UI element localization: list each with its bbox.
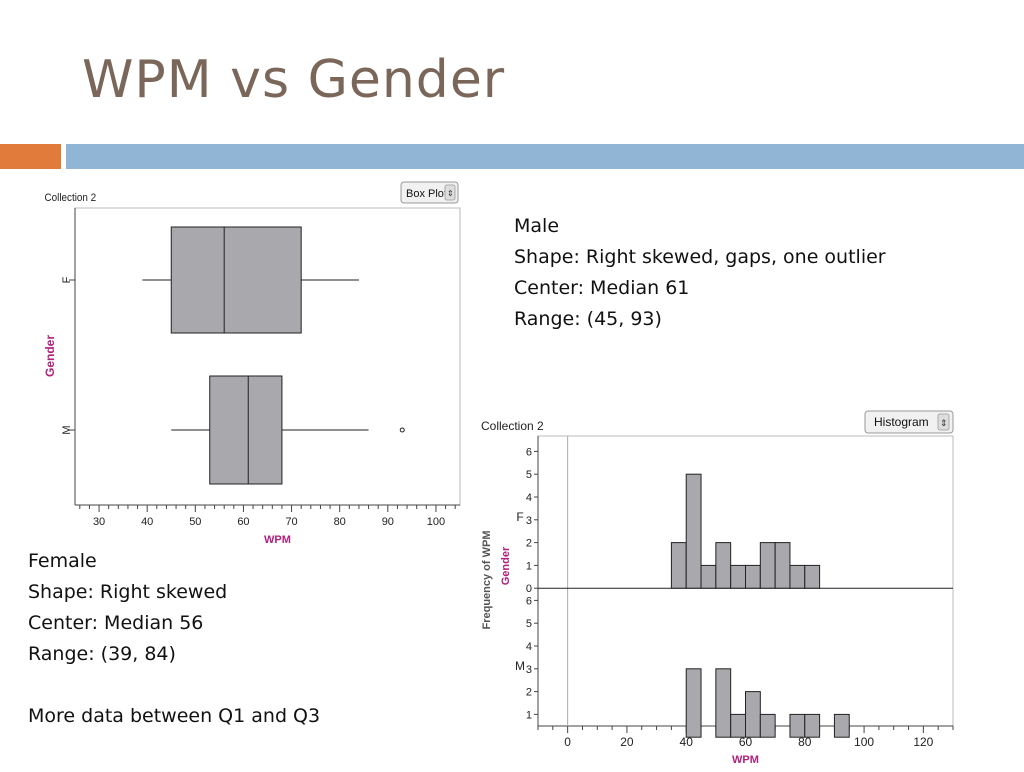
histogram-selector-label: Histogram: [874, 415, 929, 429]
hist-panel-label-F: F: [516, 510, 523, 524]
female-shape: Shape: Right skewed: [28, 581, 228, 603]
hist-y-tick-label: 1: [526, 709, 532, 721]
hist-y-tick-label: 2: [526, 538, 532, 550]
box-x-tick-label: 70: [285, 516, 297, 528]
hist-y-tick-label: 3: [526, 664, 532, 676]
hist-bar-F: [700, 564, 717, 589]
hist-x-tick-label: 100: [854, 735, 874, 749]
hist-x-tick-label: 120: [913, 735, 933, 749]
hist-bar-F: [685, 473, 702, 589]
box-collection-label: Collection 2: [45, 193, 97, 205]
box-x-tick-label: 50: [189, 516, 201, 528]
hist-y-tick-label: 3: [526, 515, 532, 527]
female-summary: Female Shape: Right skewed Center: Media…: [28, 546, 320, 732]
box-plot-selector[interactable]: Box Plot ⇕: [400, 181, 459, 204]
hist-bar-M: [715, 668, 732, 738]
box-plot-selector-label: Box Plot: [406, 188, 447, 200]
female-heading: Female: [28, 550, 97, 572]
hist-y-tick-label: 4: [526, 641, 532, 653]
hist-bar-F: [730, 564, 747, 589]
hist-bar-F: [670, 542, 687, 589]
hist-y-tick-label: 0: [526, 583, 532, 595]
chevron-updown-icon: ⇕: [447, 189, 454, 198]
hist-y-axis-label: Frequency of WPM: [481, 530, 493, 629]
hist-bar-M: [833, 713, 850, 738]
box-y-tick-label: M: [61, 425, 73, 434]
box-outlier-point: [399, 427, 405, 433]
hist-bar-F: [789, 564, 806, 589]
hist-y-tick-label: 2: [526, 687, 532, 699]
male-range: Range: (45, 93): [514, 308, 662, 330]
hist-y-tick-label: 4: [526, 492, 532, 504]
hist-y-tick-label: 1: [526, 560, 532, 572]
male-shape: Shape: Right skewed, gaps, one outlier: [514, 246, 886, 268]
female-center: Center: Median 56: [28, 612, 204, 634]
hist-x-tick-label: 20: [620, 735, 634, 749]
hist-bar-F: [715, 542, 732, 589]
hist-panel-label-M: M: [515, 659, 525, 673]
slide-title: WPM vs Gender: [82, 50, 506, 110]
chevron-updown-icon: ⇕: [940, 418, 948, 428]
box-x-axis-label: WPM: [264, 534, 291, 546]
hist-bar-M: [789, 713, 806, 738]
histogram-selector[interactable]: Histogram ⇕: [864, 410, 954, 434]
hist-bar-F: [804, 564, 821, 589]
hist-x-tick-label: 80: [798, 735, 812, 749]
hist-bar-M: [745, 691, 761, 738]
accent-bar-orange: [0, 144, 61, 169]
histogram-panel: Collection 2 Histogram ⇕ 0 20 40 60 80 100 120…: [478, 408, 956, 768]
hist-y-tick-label: 5: [526, 618, 532, 630]
box-x-tick-label: 40: [141, 516, 153, 528]
hist-bar-M: [804, 713, 821, 738]
hist-y-tick-label: 6: [526, 446, 532, 458]
hist-bar-M: [685, 668, 702, 738]
male-heading: Male: [514, 215, 560, 237]
hist-x-tick-label: 60: [739, 735, 753, 749]
hist-bar-F: [759, 542, 776, 589]
box-x-tick-label: 30: [93, 516, 105, 528]
hist-x-tick-label: 40: [680, 735, 694, 749]
hist-collection-label: Collection 2: [481, 419, 544, 433]
box-plot-panel: Collection 2 Box Plot ⇕ 30 40 50 60 70 80 90 10…: [40, 180, 463, 546]
hist-y-tick-label: 6: [526, 595, 532, 607]
accent-bar-blue: [66, 144, 1024, 169]
box-y-tick-label: F: [61, 276, 73, 283]
hist-bar-M: [759, 713, 776, 738]
male-center: Center: Median 61: [514, 277, 690, 299]
box-plot-chart: Collection 2 Box Plot ⇕ 30 40 50 60 70 80 90 10…: [43, 181, 461, 546]
box-x-tick-label: 90: [382, 516, 394, 528]
hist-x-axis-label: WPM: [732, 754, 759, 766]
female-note: More data between Q1 and Q3: [28, 705, 321, 727]
histogram-chart: Collection 2 Histogram ⇕ 0 20 40 60 80 100 120…: [481, 410, 954, 766]
hist-bar-M: [730, 713, 747, 738]
box-x-tick-label: 80: [334, 516, 346, 528]
box-iqr-M: [209, 375, 283, 485]
female-range: Range: (39, 84): [28, 643, 176, 665]
box-iqr-F: [170, 226, 302, 334]
box-x-tick-label: 100: [427, 516, 445, 528]
box-x-tick-label: 60: [237, 516, 249, 528]
box-y-axis-label: Gender: [43, 335, 57, 377]
hist-bar-F: [774, 542, 791, 589]
male-summary: Male Shape: Right skewed, gaps, one outl…: [514, 211, 886, 335]
hist-group-axis-label: Gender: [500, 546, 512, 585]
hist-bar-F: [745, 564, 761, 589]
hist-x-tick-label: 0: [564, 735, 571, 749]
hist-y-tick-label: 5: [526, 469, 532, 481]
